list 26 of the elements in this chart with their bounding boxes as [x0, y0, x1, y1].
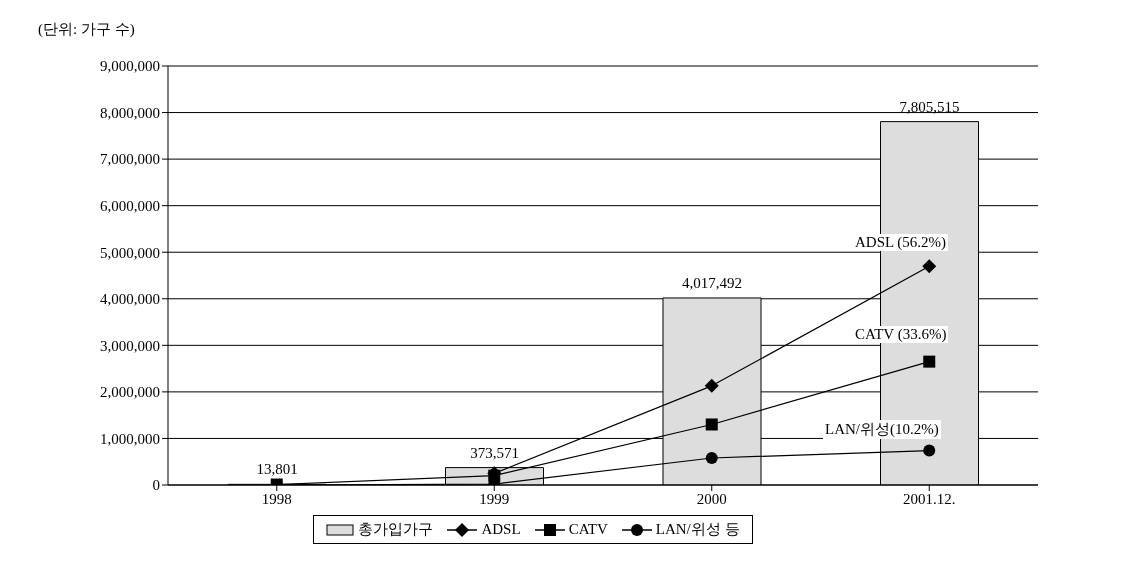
annotation: CATV (33.6%) [853, 326, 949, 343]
data-label: 13,801 [256, 461, 298, 478]
legend-label: LAN/위성 등 [655, 520, 740, 539]
legend-label: ADSL [481, 521, 521, 538]
y-tick-label: 2,000,000 [100, 384, 160, 401]
y-tick-label: 1,000,000 [100, 430, 160, 447]
x-tick-label: 1998 [261, 490, 292, 507]
y-tick-label: 5,000,000 [100, 244, 160, 261]
y-tick-label: 9,000,000 [100, 58, 160, 75]
annotation: ADSL (56.2%) [853, 234, 949, 251]
y-tick-label: 4,000,000 [100, 291, 160, 308]
y-tick-label: 7,000,000 [100, 151, 160, 168]
y-tick-label: 3,000,000 [100, 337, 160, 354]
legend-label: CATV [568, 521, 608, 538]
x-tick-label: 1999 [479, 490, 510, 507]
annotation: LAN/위성(10.2%) [823, 420, 941, 439]
y-tick-label: 0 [152, 477, 160, 494]
data-label: 7,805,515 [899, 98, 960, 115]
x-tick-label: 2000 [696, 490, 727, 507]
data-label: 4,017,492 [682, 274, 742, 291]
y-tick-label: 8,000,000 [100, 104, 160, 121]
y-tick-label: 6,000,000 [100, 197, 160, 214]
data-label: 373,571 [470, 444, 519, 461]
x-tick-label: 2001.12. [903, 490, 956, 507]
legend-label: 총가입가구 [358, 520, 434, 539]
y-axis-title: (단위: 가구 수) [38, 20, 135, 39]
